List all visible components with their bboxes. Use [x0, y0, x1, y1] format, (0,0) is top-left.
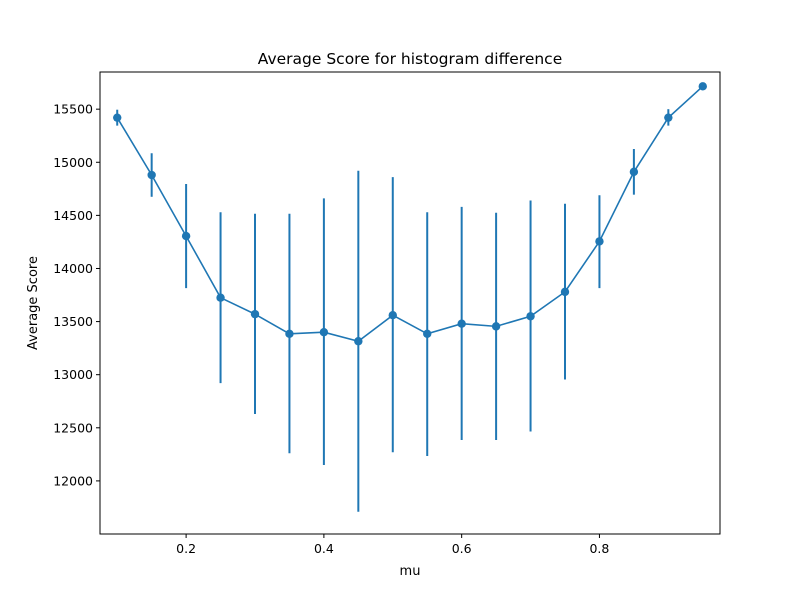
data-point [285, 329, 294, 338]
data-point [147, 170, 156, 180]
data-point [388, 311, 397, 320]
data-point [560, 287, 570, 297]
plot-frame [99, 71, 721, 535]
x-axis: 0.2 0.4 0.6 0.8 [176, 534, 609, 556]
data-point [319, 328, 329, 337]
x-tick-label: 0.4 [314, 541, 334, 556]
y-tick-label: 15000 [53, 155, 93, 170]
y-tick-label: 13500 [53, 314, 93, 329]
data-point [457, 319, 466, 328]
y-tick-label: 14500 [53, 208, 93, 223]
data-point [698, 82, 707, 91]
error-bars [116, 83, 704, 512]
data-point [526, 312, 535, 321]
data-points [113, 82, 707, 346]
series-line [116, 85, 704, 343]
x-tick-label: 0.8 [589, 541, 609, 556]
y-axis: 12000 12500 13000 13500 14000 14500 15000 15500 [53, 102, 100, 488]
data-point [113, 113, 122, 122]
y-tick-label: 13000 [53, 367, 93, 382]
data-point [250, 309, 260, 319]
y-tick-label: 12000 [53, 473, 93, 488]
x-tick-label: 0.2 [176, 541, 196, 556]
chart-title: Average Score for histogram difference [258, 50, 562, 68]
data-point [216, 293, 225, 302]
y-tick-label: 14000 [53, 261, 93, 276]
data-point [491, 322, 501, 331]
x-axis-label: mu [400, 564, 421, 579]
data-point [354, 337, 363, 346]
data-point [595, 237, 604, 246]
data-point [664, 113, 673, 122]
y-axis-label: Average Score [26, 256, 41, 350]
y-tick-label: 12500 [53, 420, 93, 435]
data-point [423, 329, 432, 338]
y-tick-label: 15500 [53, 102, 93, 117]
x-tick-label: 0.6 [452, 541, 472, 556]
data-point [629, 167, 639, 177]
data-point [181, 231, 191, 241]
